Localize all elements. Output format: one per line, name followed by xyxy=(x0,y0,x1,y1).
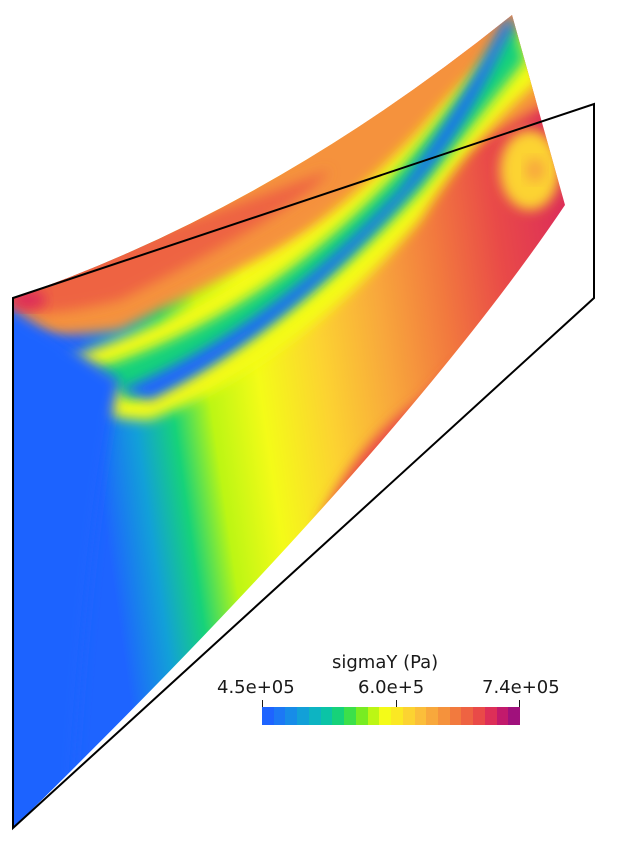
colorbar-band xyxy=(402,707,415,725)
upper-right-lobe-core xyxy=(525,158,545,182)
colorbar-min-tick xyxy=(262,700,263,710)
colorbar-band xyxy=(473,707,485,725)
colorbar-band xyxy=(355,707,368,725)
colorbar-title: sigmaY (Pa) xyxy=(332,652,439,673)
colorbar-band xyxy=(391,707,403,725)
colorbar-band xyxy=(297,707,309,725)
domain-outline xyxy=(12,102,595,831)
colorbar-band xyxy=(438,707,450,725)
blue-left-region xyxy=(13,300,120,828)
colorbar-band xyxy=(285,707,298,725)
colorbar-band xyxy=(449,707,462,725)
colorbar-band xyxy=(320,707,333,725)
colorbar-band xyxy=(273,707,286,725)
colorbar-band xyxy=(426,707,439,725)
colorbar-mid-tick xyxy=(396,700,397,710)
top-red-band xyxy=(13,170,330,314)
colorbar xyxy=(262,707,521,725)
colorbar-band xyxy=(461,707,474,725)
colorbar-max-tick xyxy=(519,700,520,710)
colorbar-band xyxy=(496,707,509,725)
colorbar-min-label: 4.5e+05 xyxy=(217,677,295,698)
colorbar-band xyxy=(262,707,274,725)
colorbar-mid-label: 6.0e+5 xyxy=(358,677,425,698)
colorbar-band xyxy=(484,707,497,725)
green-diagonal-band xyxy=(90,20,525,400)
colorbar-band xyxy=(344,707,356,725)
colorbar-band xyxy=(414,707,427,725)
colorbar-band xyxy=(367,707,380,725)
colorbar-max-label: 7.4e+05 xyxy=(482,677,560,698)
colorbar-band xyxy=(308,707,321,725)
colorbar-band xyxy=(332,707,345,725)
colorbar-band xyxy=(508,707,521,725)
colorbar-band xyxy=(379,707,392,725)
yellow-diagonal-band xyxy=(60,30,540,420)
